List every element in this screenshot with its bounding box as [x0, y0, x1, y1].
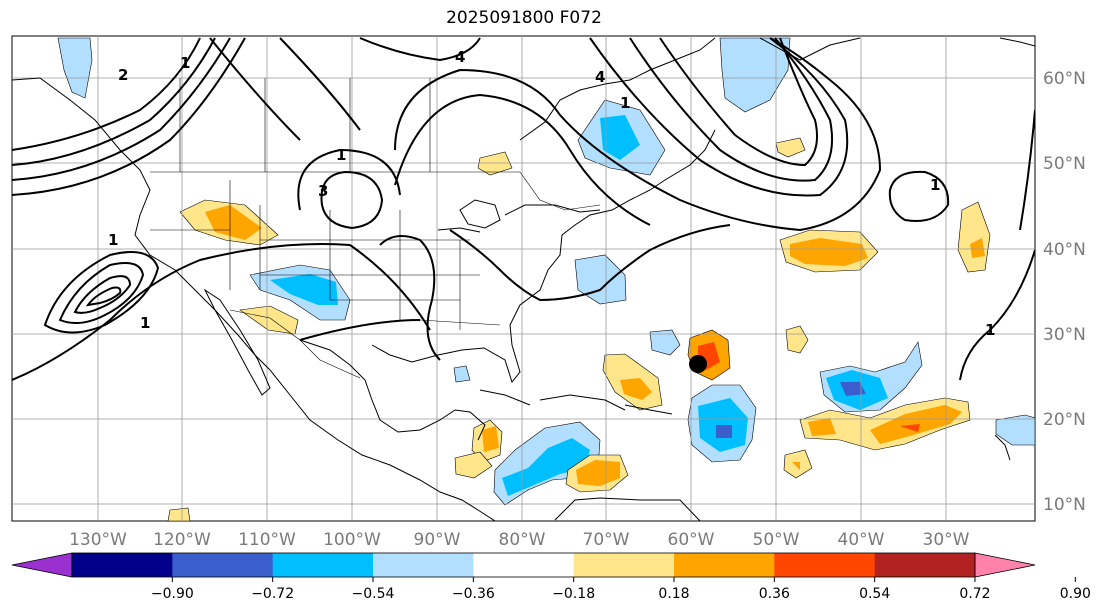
colorbar-extend-low	[11, 552, 73, 578]
lat-label: 40°N	[1043, 240, 1086, 260]
gridlines	[12, 36, 1035, 521]
lon-label: 110°W	[238, 530, 296, 550]
lon-label: 100°W	[323, 530, 381, 550]
contour-label: 1	[985, 321, 995, 339]
contour-label: 3	[318, 182, 328, 200]
lat-label: 60°N	[1043, 69, 1086, 89]
lat-label: 10°N	[1043, 495, 1086, 515]
colorbar-tick-label: −0.18	[552, 586, 595, 602]
coastlines	[12, 37, 1035, 521]
colorbar-swatch	[674, 553, 775, 577]
colorbar-swatch	[573, 553, 675, 577]
contour-label: 4	[455, 48, 465, 66]
colorbar-tick-label: −0.54	[352, 586, 395, 602]
colorbar-ticks: −0.90 −0.72 −0.54 −0.36 −0.18 0.18 0.36 0.54 0.7…	[151, 577, 1091, 602]
colorbar-tick-label: −0.72	[251, 586, 294, 602]
contour-label: 4	[595, 68, 605, 86]
lon-label: 90°W	[414, 530, 461, 550]
lon-label: 30°W	[923, 530, 970, 550]
colorbar-tick-label: 0.90	[1060, 586, 1091, 602]
lon-label: 70°W	[583, 530, 630, 550]
colorbar-swatch	[72, 553, 173, 577]
contour-label: 2	[118, 66, 128, 84]
lat-label: 50°N	[1043, 154, 1086, 174]
colorbar-swatch	[874, 553, 976, 577]
colorbar-tick-label: 0.36	[759, 586, 790, 602]
lat-label: 20°N	[1043, 410, 1086, 430]
colorbar-outline	[71, 552, 976, 578]
colorbar	[11, 552, 1036, 578]
colorbar-swatch	[373, 553, 474, 577]
colorbar-tick-label: −0.90	[151, 586, 194, 602]
map-title: 2025091800 F072	[446, 8, 602, 28]
longitude-labels: 130°W 120°W 110°W 100°W 90°W 80°W 70°W 6…	[69, 530, 970, 550]
contour-label: 1	[140, 314, 150, 332]
lat-label: 30°N	[1043, 325, 1086, 345]
anomaly-fills	[57, 37, 1035, 521]
contour-label: 1	[336, 146, 346, 164]
contour-label: 1	[180, 54, 190, 72]
latitude-labels: 60°N 50°N 40°N 30°N 20°N 10°N	[1043, 69, 1086, 515]
colorbar-tick-label: −0.36	[452, 586, 495, 602]
contour-label: 1	[620, 94, 630, 112]
colorbar-tick-label: 0.18	[658, 586, 689, 602]
storm-center-marker	[689, 355, 707, 373]
colorbar-swatch	[272, 553, 374, 577]
contour-label: 1	[108, 231, 118, 249]
political-borders	[150, 78, 601, 379]
colorbar-extend-high	[974, 552, 1036, 578]
colorbar-swatch	[172, 553, 274, 577]
colorbar-swatch	[473, 553, 575, 577]
colorbar-tick-label: 0.72	[959, 586, 990, 602]
lon-label: 40°W	[838, 530, 885, 550]
lon-label: 120°W	[153, 530, 211, 550]
colorbar-tick-label: 0.54	[859, 586, 890, 602]
contour-label: 1	[930, 176, 940, 194]
colorbar-swatch	[774, 553, 876, 577]
lon-label: 60°W	[668, 530, 715, 550]
contour-label-group: 1 1 2 4 1 3 4 1 1 1 1	[108, 48, 995, 339]
lon-label: 130°W	[69, 530, 127, 550]
contour-lines	[12, 37, 1035, 381]
lon-label: 80°W	[499, 530, 546, 550]
lon-label: 50°W	[753, 530, 800, 550]
